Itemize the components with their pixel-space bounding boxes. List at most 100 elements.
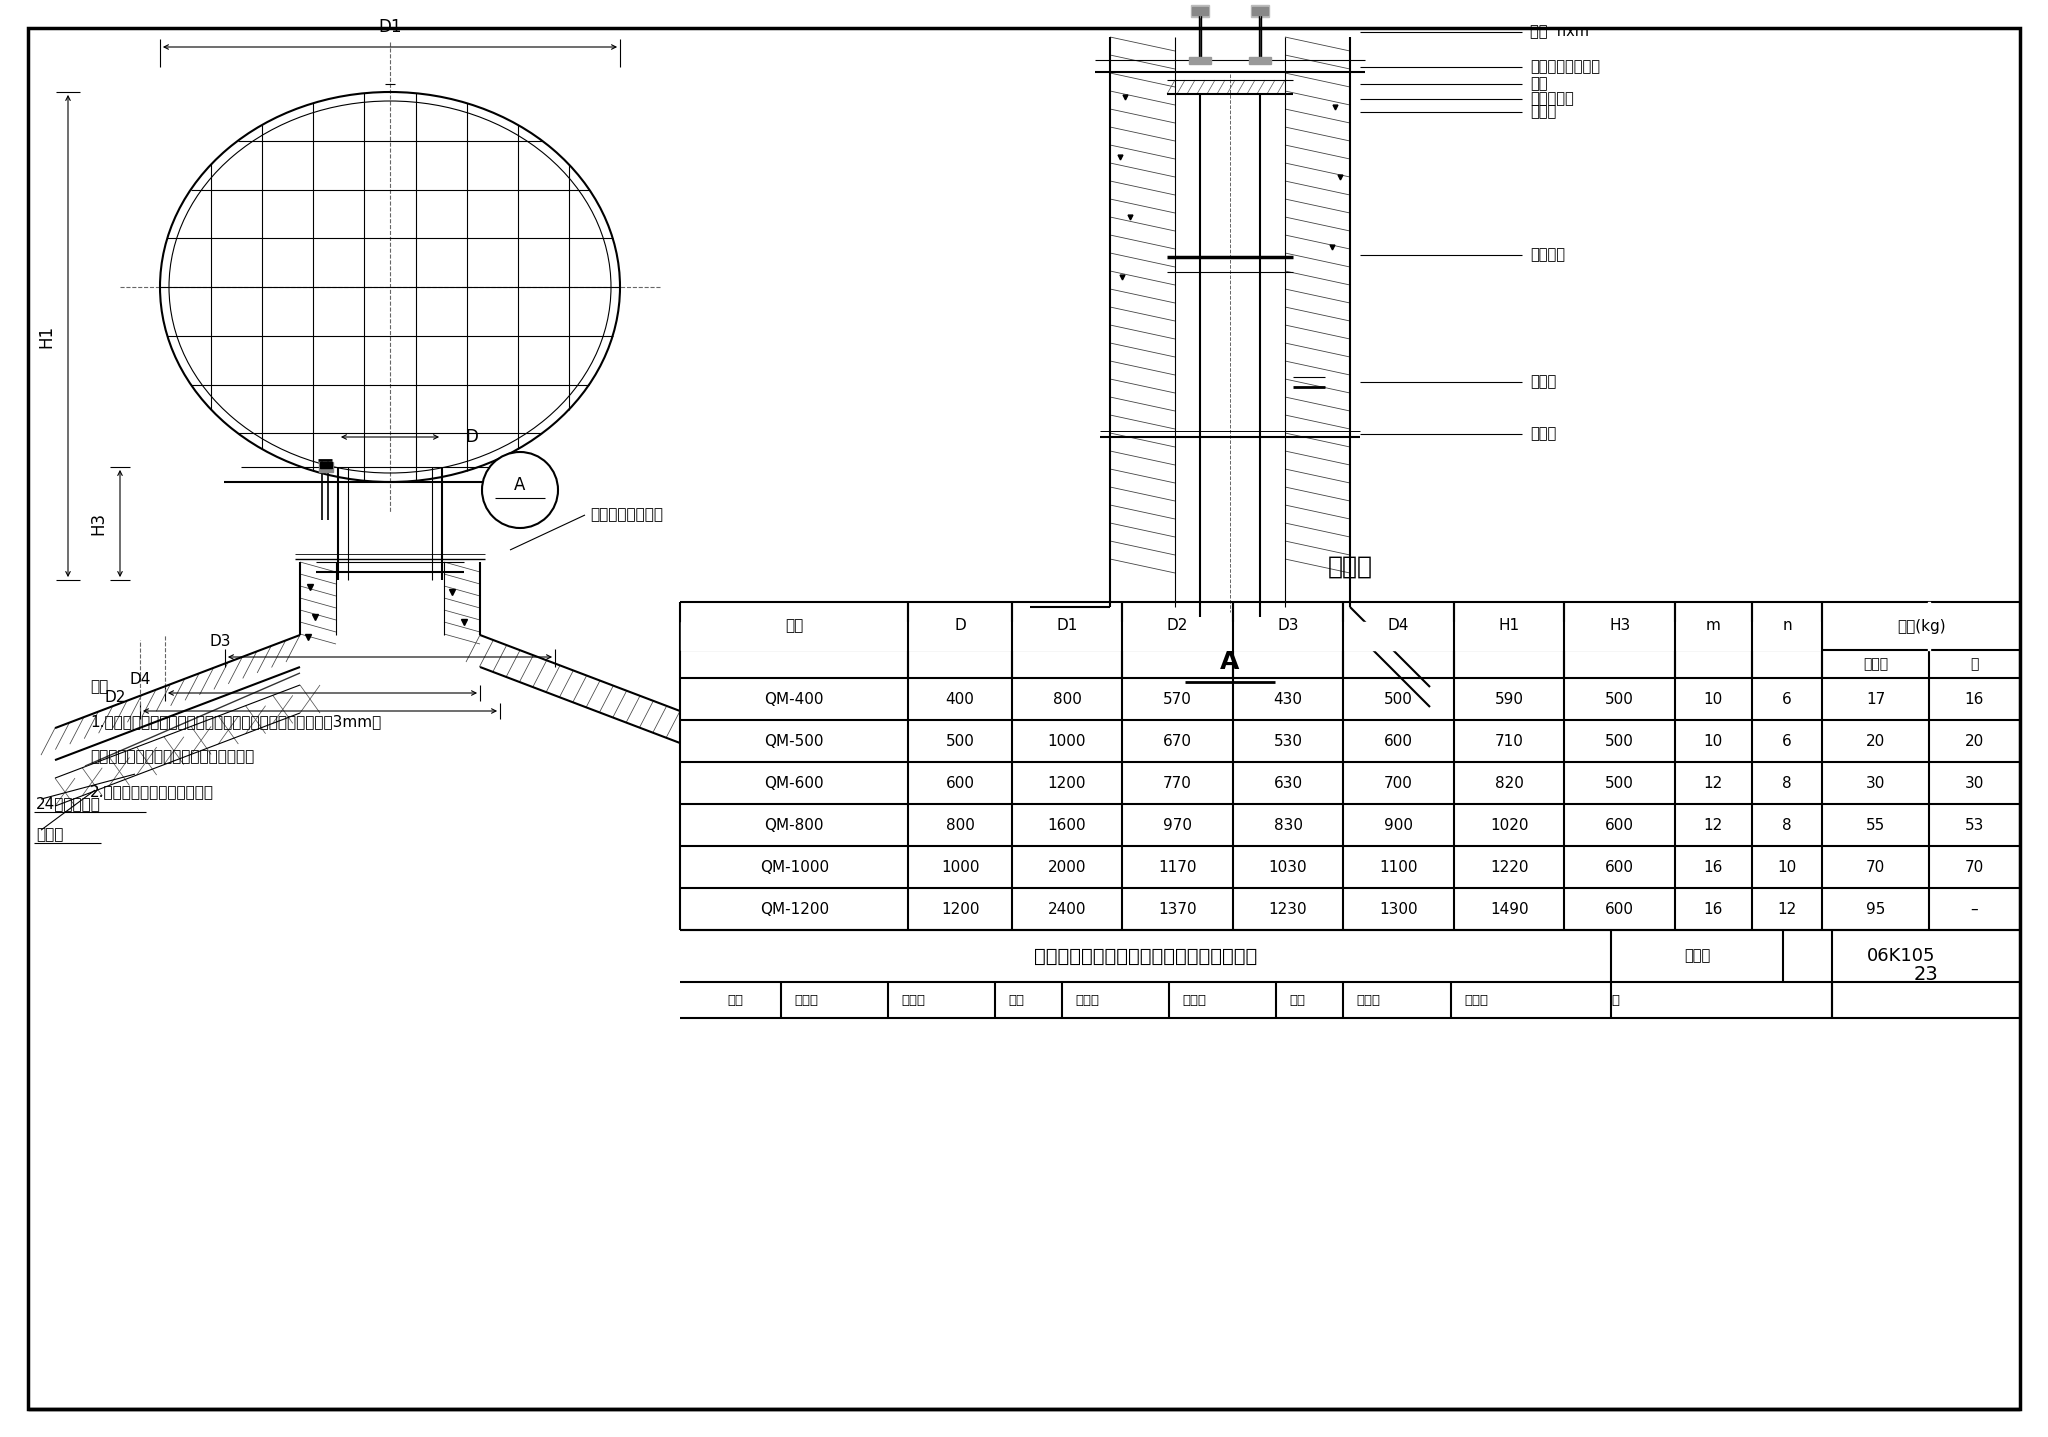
- Text: 1100: 1100: [1380, 859, 1417, 875]
- Text: 12: 12: [1704, 776, 1722, 790]
- Text: 8: 8: [1782, 818, 1792, 832]
- Text: 710: 710: [1495, 733, 1524, 749]
- Bar: [1249, 57, 1272, 65]
- Text: 螺栋  nxm: 螺栋 nxm: [1530, 24, 1589, 39]
- Text: 2400: 2400: [1049, 901, 1085, 917]
- Text: 6: 6: [1782, 691, 1792, 707]
- Text: 12: 12: [1704, 818, 1722, 832]
- Text: 430: 430: [1274, 691, 1303, 707]
- Text: 53: 53: [1964, 818, 1985, 832]
- Text: D3: D3: [209, 634, 231, 648]
- Text: 1300: 1300: [1380, 901, 1417, 917]
- Text: 830: 830: [1274, 818, 1303, 832]
- Text: D2: D2: [104, 690, 125, 704]
- Text: D: D: [465, 428, 479, 445]
- Text: 审核: 审核: [727, 993, 743, 1006]
- Text: 70: 70: [1964, 859, 1985, 875]
- Text: A: A: [1221, 650, 1239, 674]
- Circle shape: [481, 453, 557, 527]
- Text: H1: H1: [1499, 618, 1520, 634]
- Text: 20: 20: [1866, 733, 1884, 749]
- Text: 注：: 注：: [90, 680, 109, 694]
- Text: 16: 16: [1704, 901, 1722, 917]
- Text: 500: 500: [946, 733, 975, 749]
- Text: D4: D4: [129, 671, 152, 687]
- Text: 尺寸表: 尺寸表: [1327, 555, 1372, 579]
- Text: 500: 500: [1384, 691, 1413, 707]
- Text: 55: 55: [1866, 818, 1884, 832]
- Text: 1.本通风器基础预埋销板需在同一水平面上，误差不得大于3mm，: 1.本通风器基础预埋销板需在同一水平面上，误差不得大于3mm，: [90, 714, 381, 730]
- Text: 10: 10: [1704, 691, 1722, 707]
- Text: 2000: 2000: [1049, 859, 1085, 875]
- Text: 孔膠内填入油腏子: 孔膠内填入油腏子: [1530, 59, 1599, 75]
- Text: 预埋销件: 预埋销件: [1530, 247, 1565, 263]
- Text: 防水层: 防水层: [1530, 427, 1556, 441]
- Bar: [319, 463, 332, 468]
- Text: 770: 770: [1163, 776, 1192, 790]
- Text: 汪朝辉: 汪朝辉: [1075, 993, 1100, 1006]
- Text: QM-500: QM-500: [764, 733, 823, 749]
- Text: 6: 6: [1782, 733, 1792, 749]
- Text: 温庚寅: 温庚寅: [795, 993, 817, 1006]
- Text: A: A: [514, 476, 526, 494]
- Text: 附加防水卷材一层: 附加防水卷材一层: [590, 507, 664, 523]
- Text: 校对: 校对: [1008, 993, 1024, 1006]
- Text: 800: 800: [1053, 691, 1081, 707]
- Text: 600: 600: [1384, 733, 1413, 749]
- Text: 70: 70: [1866, 859, 1884, 875]
- Text: D4: D4: [1389, 618, 1409, 634]
- Text: 橡胶圈: 橡胶圈: [1530, 105, 1556, 119]
- Text: 1000: 1000: [1049, 733, 1085, 749]
- Text: 1490: 1490: [1489, 901, 1528, 917]
- Text: H3: H3: [88, 512, 106, 535]
- Text: 600: 600: [1606, 818, 1634, 832]
- Text: QM-600: QM-600: [764, 776, 823, 790]
- Text: 16: 16: [1964, 691, 1985, 707]
- Text: 1230: 1230: [1270, 901, 1307, 917]
- Text: 同时销板下平面必须焊上锅固螺栋加强。: 同时销板下平面必须焊上锅固螺栋加强。: [90, 750, 254, 764]
- Text: 1020: 1020: [1491, 818, 1528, 832]
- Text: 600: 600: [946, 776, 975, 790]
- Text: D: D: [954, 618, 967, 634]
- Text: 590: 590: [1495, 691, 1524, 707]
- Text: 30: 30: [1866, 776, 1886, 790]
- Text: 设计: 设计: [1290, 993, 1307, 1006]
- Text: QM-1200: QM-1200: [760, 901, 829, 917]
- Text: 1200: 1200: [1049, 776, 1085, 790]
- Text: 20: 20: [1964, 733, 1985, 749]
- Text: 500: 500: [1606, 733, 1634, 749]
- Text: QM-400: QM-400: [764, 691, 823, 707]
- Text: 23: 23: [1913, 964, 1939, 983]
- Text: n: n: [1782, 618, 1792, 634]
- Text: 12: 12: [1778, 901, 1796, 917]
- Text: 1220: 1220: [1491, 859, 1528, 875]
- Text: 10: 10: [1778, 859, 1796, 875]
- Text: 泻水板: 泻水板: [1530, 375, 1556, 389]
- Text: 630: 630: [1274, 776, 1303, 790]
- Text: 700: 700: [1384, 776, 1413, 790]
- Text: D3: D3: [1278, 618, 1298, 634]
- Text: m: m: [1706, 618, 1720, 634]
- Text: 汪永秀: 汪永秀: [901, 993, 926, 1006]
- Text: QM-1000: QM-1000: [760, 859, 829, 875]
- Bar: [1190, 57, 1210, 65]
- Text: 1370: 1370: [1159, 901, 1196, 917]
- Bar: [1192, 7, 1208, 14]
- Text: H3: H3: [1610, 618, 1630, 634]
- Text: 图集号: 图集号: [1683, 948, 1710, 963]
- Text: 页: 页: [1612, 993, 1620, 1006]
- Bar: [319, 463, 334, 471]
- Text: 8: 8: [1782, 776, 1792, 790]
- Text: 24号镇锌销板: 24号镇锌销板: [37, 796, 100, 812]
- Text: D1: D1: [379, 19, 401, 36]
- Text: D2: D2: [1167, 618, 1188, 634]
- Text: 1000: 1000: [940, 859, 979, 875]
- Text: 不锈钢: 不锈钢: [1864, 657, 1888, 671]
- Text: 交立民: 交立民: [1464, 993, 1489, 1006]
- Text: 赵立民: 赵立民: [1356, 993, 1380, 1006]
- Text: 型号: 型号: [784, 618, 803, 634]
- Text: 1600: 1600: [1049, 818, 1085, 832]
- Text: 重量(kg): 重量(kg): [1896, 618, 1946, 634]
- Bar: [1251, 7, 1268, 14]
- Text: 600: 600: [1606, 859, 1634, 875]
